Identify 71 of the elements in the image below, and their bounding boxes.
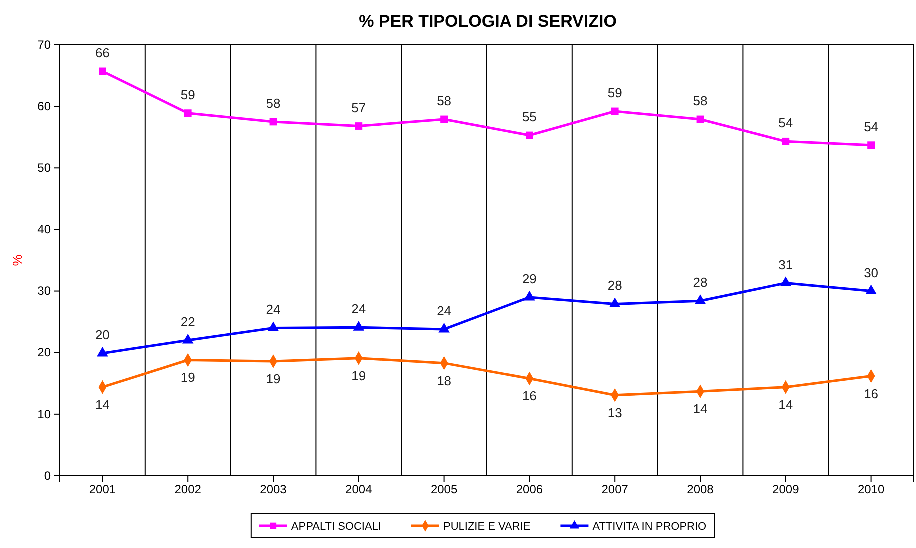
data-label: 14 [778,397,794,412]
data-label: 58 [437,94,452,108]
x-tick-label: 2010 [858,482,885,497]
data-label: 30 [864,265,879,280]
data-label: 28 [608,278,622,294]
point [866,284,877,295]
data-label: 29 [522,271,537,286]
point [609,298,621,308]
x-tick-label: 2003 [260,482,288,497]
x-tick-label: 2009 [772,482,800,497]
data-label: 16 [522,388,537,404]
data-label: 20 [95,327,110,342]
data-label: 55 [522,110,537,125]
point [355,122,363,130]
data-label: 14 [693,402,708,417]
legend-label: APPALTI SOCIALI [291,521,382,533]
y-tick-label: 40 [38,222,52,237]
x-tick-label: 2006 [516,482,544,497]
data-label: 13 [608,405,622,420]
data-label: 14 [95,397,110,412]
point [440,116,448,124]
data-label: 24 [266,302,281,318]
data-label: 19 [352,368,366,384]
data-label: 59 [608,85,622,100]
data-label: 24 [352,302,366,317]
y-tick-label: 0 [44,468,52,483]
point [184,110,192,118]
point [524,290,536,301]
x-tick-label: 2001 [89,482,116,497]
data-label: 24 [437,303,452,318]
y-tick-label: 50 [38,160,52,175]
data-label: 54 [778,116,794,131]
point [868,142,876,150]
data-label: 28 [693,275,708,290]
y-tick-label: 30 [38,284,52,298]
chart-title: % PER TIPOLOGIA DI SERVIZIO [359,12,617,31]
y-tick-label: 10 [38,407,52,422]
point [780,276,792,287]
data-label: 59 [180,87,196,102]
y-tick-label: 20 [38,346,52,360]
x-tick-label: 2007 [602,482,629,497]
data-label: 66 [95,45,110,60]
legend-label: PULIZIE E VARIE [443,521,531,533]
y-axis-title: % [10,254,25,266]
data-label: 58 [693,94,708,108]
x-tick-label: 2008 [687,482,714,497]
x-tick-label: 2005 [430,482,458,497]
point [694,294,706,304]
x-tick-label: 2004 [346,482,373,497]
data-label: 19 [180,370,196,386]
point [438,322,450,333]
data-label: 57 [352,100,366,116]
point [97,346,108,357]
point [98,68,106,76]
data-label: 58 [266,96,281,111]
y-tick-label: 60 [38,99,52,114]
data-label: 19 [266,371,281,386]
data-label: 22 [180,314,196,330]
point [782,138,790,146]
y-tick-label: 70 [38,38,52,52]
point [353,321,365,331]
point [268,322,280,332]
x-tick-label: 2002 [174,482,202,497]
point [611,108,619,116]
data-label: 18 [437,373,452,388]
data-label: 16 [864,386,879,402]
data-label: 31 [778,257,794,272]
data-label: 54 [864,119,879,134]
point [182,334,194,344]
legend-label: ATTIVITA IN PROPRIO [592,521,708,533]
point [526,132,534,140]
